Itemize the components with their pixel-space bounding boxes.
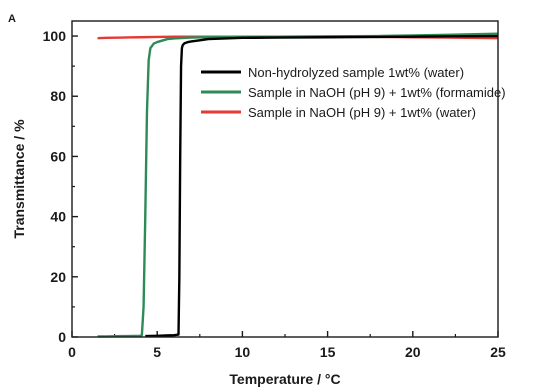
y-tick-label: 0 [58,329,66,345]
x-tick-label: 10 [235,344,251,360]
y-axis-ticks: 0 20 40 60 80 100 [43,28,78,345]
legend: Non-hydrolyzed sample 1wt% (water) Sample… [201,65,506,120]
legend-label: Non-hydrolyzed sample 1wt% (water) [248,65,464,80]
x-tick-label: 20 [405,344,421,360]
x-axis-ticks: 0 5 10 15 20 25 [68,331,506,360]
y-tick-label: 20 [50,269,66,285]
y-axis-title: Transmittance / % [11,119,27,239]
series-layer [97,32,499,338]
x-tick-label: 0 [68,344,76,360]
x-tick-label: 5 [153,344,161,360]
x-tick-label: 25 [490,344,506,360]
panel-label: A [8,13,16,25]
x-tick-label: 15 [320,344,336,360]
y-tick-label: 100 [43,28,67,44]
plot-frame [71,20,499,338]
y-tick-label: 80 [50,88,66,104]
legend-label: Sample in NaOH (pH 9) + 1wt% (formamide) [248,85,506,100]
y-tick-label: 40 [50,209,66,225]
series-line [145,34,499,338]
legend-label: Sample in NaOH (pH 9) + 1wt% (water) [248,105,476,120]
x-axis-title: Temperature / °C [229,371,340,387]
y-tick-label: 60 [50,148,66,164]
